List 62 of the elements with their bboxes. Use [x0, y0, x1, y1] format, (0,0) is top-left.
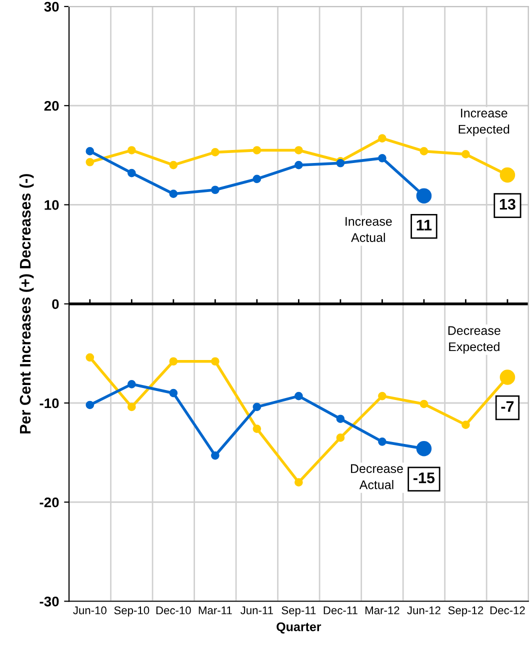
point	[127, 146, 136, 154]
y-tick-label: -30	[40, 596, 59, 606]
x-tick-label: Dec-12	[490, 606, 525, 614]
y-tick-label: 0	[52, 299, 59, 310]
point	[127, 380, 136, 388]
point	[294, 146, 303, 154]
point	[169, 190, 178, 198]
point	[169, 357, 178, 366]
point	[294, 392, 303, 400]
point	[127, 168, 136, 178]
data-label: 13	[500, 198, 516, 210]
point	[378, 437, 386, 446]
x-tick-label: Sep-11	[282, 606, 316, 616]
point	[336, 434, 345, 442]
point	[462, 150, 470, 158]
point	[127, 402, 136, 412]
point	[211, 451, 220, 460]
point	[211, 357, 220, 366]
series-label: Increase Expected	[458, 108, 510, 136]
series-label: Decrease Expected	[448, 326, 500, 354]
point	[211, 148, 220, 156]
y-tick-label: 20	[44, 100, 59, 111]
y-tick-label: 10	[44, 200, 59, 210]
text: Increase Actual	[346, 217, 392, 242]
x-axis-title: Quarter	[276, 622, 322, 634]
point	[378, 134, 386, 143]
x-tick-label: Jun-12	[407, 606, 440, 614]
point	[294, 160, 303, 170]
x-tick-label: Jun-11	[240, 606, 273, 614]
point	[252, 174, 262, 184]
y-tick-label: -10	[40, 398, 59, 408]
x-tick-label: Mar-12	[366, 606, 400, 614]
y-tick-label: 30	[44, 2, 59, 12]
x-tick-label: Dec-11	[324, 606, 358, 614]
point	[378, 392, 386, 400]
point	[378, 154, 386, 162]
point	[420, 400, 428, 408]
point	[462, 420, 470, 429]
point	[86, 147, 94, 156]
point	[86, 158, 94, 166]
x-tick-label: Mar-11	[198, 606, 232, 614]
point	[169, 160, 178, 170]
y-tick-label: -20	[40, 497, 59, 508]
data-label: -15	[414, 472, 435, 484]
point	[336, 414, 345, 424]
point	[252, 146, 262, 154]
point	[86, 400, 94, 410]
point	[294, 478, 303, 486]
x-tick-label: Sep-12	[448, 606, 484, 616]
point	[86, 353, 94, 362]
x-tick-label: Sep-10	[114, 606, 150, 616]
point	[252, 424, 262, 433]
data-label: 11	[416, 220, 432, 230]
x-tick-label: Dec-10	[156, 606, 191, 614]
x-tick-label: Jun-10	[73, 606, 106, 614]
y-axis-title: Per Cent Increases (+) Decreases (-)	[19, 174, 34, 434]
point	[252, 402, 262, 412]
series-label: Decrease Actual	[351, 464, 403, 490]
point	[420, 147, 428, 156]
point	[211, 186, 220, 194]
point	[169, 388, 178, 398]
data-label: -7	[501, 401, 514, 412]
